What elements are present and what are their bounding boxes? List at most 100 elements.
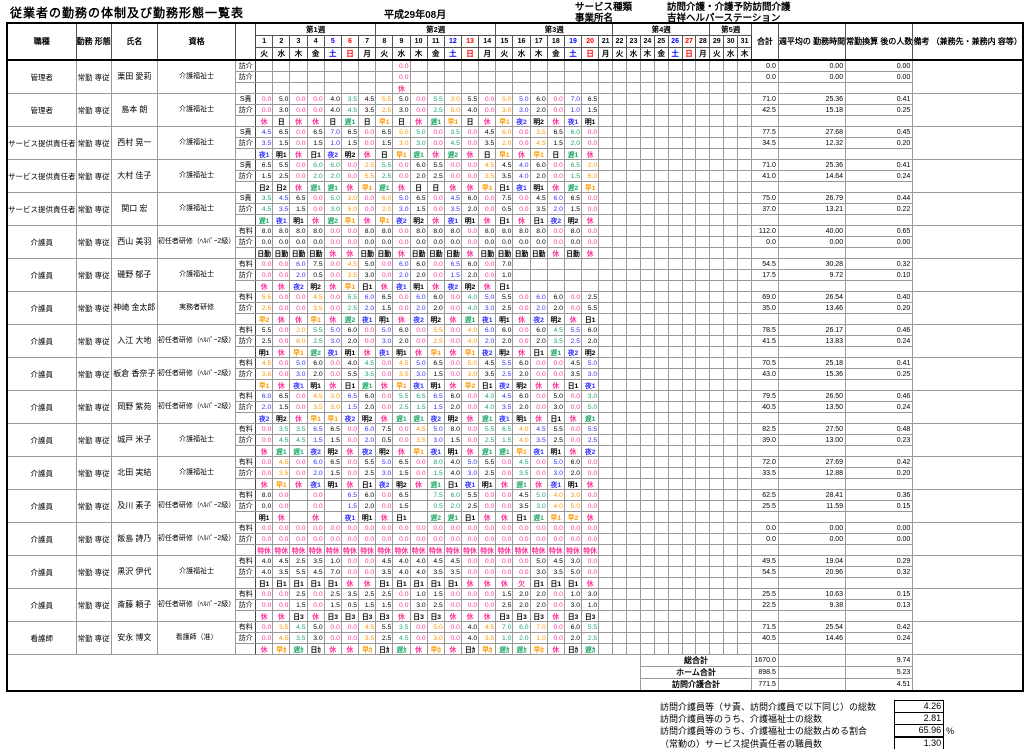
- shift-code-cell: 休: [512, 313, 531, 325]
- hours-cell: 6.5: [340, 489, 360, 501]
- shift-code-cell: [598, 82, 614, 94]
- employment-type-cell: 常勤 専従: [75, 588, 112, 622]
- remarks-cell: [912, 357, 1024, 391]
- weekly-avg-cell: 0.00: [777, 236, 847, 248]
- hours-cell: 8.0: [358, 225, 377, 237]
- hours-cell: [626, 192, 641, 204]
- shift-code-cell: 遅ｶ: [495, 643, 514, 655]
- hours-cell: 3.5: [255, 368, 274, 380]
- shift-code-cell: 日1: [443, 577, 462, 589]
- shift-code-cell: 休: [272, 280, 291, 292]
- hours-cell: [460, 59, 480, 72]
- shift-code-cell: 休: [392, 313, 411, 325]
- shift-code-cell: 日: [272, 115, 291, 127]
- staff-name-cell: 板倉 香奈子: [110, 357, 158, 391]
- shift-code-cell: [695, 643, 711, 655]
- shift-code-cell: 休: [306, 511, 325, 523]
- shift-code-cell: [737, 181, 753, 193]
- hours-cell: 3.5: [272, 566, 291, 578]
- shift-code-cell: 日勤: [563, 247, 583, 259]
- shift-code-cell: [695, 478, 711, 490]
- hours-cell: 0.0: [323, 533, 342, 545]
- staff-name-cell: 城戸 米子: [110, 423, 158, 457]
- shift-code-cell: 休: [289, 181, 308, 193]
- hours-cell: 0.0: [460, 588, 480, 600]
- fte-cell: 0.00: [845, 59, 914, 72]
- staff-name-cell: 及川 素子: [110, 489, 158, 523]
- staff-name-cell: 安永 博文: [110, 621, 158, 655]
- shift-code-cell: 日: [546, 148, 565, 160]
- hours-cell: [709, 170, 725, 182]
- hours-cell: 6.0: [563, 621, 583, 633]
- shift-type-label: 有料: [235, 324, 257, 336]
- hours-cell: 4.0: [460, 302, 480, 314]
- shift-code-cell: 休: [272, 346, 291, 358]
- hours-cell: [612, 93, 627, 105]
- hours-cell: 6.0: [255, 390, 274, 402]
- shift-type-label: 有料: [235, 456, 257, 468]
- hours-cell: 7.5: [306, 258, 325, 270]
- fte-cell: 0.32: [845, 566, 914, 578]
- shift-code-cell: [598, 478, 614, 490]
- shift-code-cell: [653, 412, 669, 424]
- shift-code-cell: 休: [478, 610, 497, 622]
- hours-cell: 5.5: [495, 291, 514, 303]
- shift-code-cell: [737, 610, 753, 622]
- hours-cell: 0.0: [340, 159, 360, 171]
- hours-cell: 1.5: [375, 599, 394, 611]
- shift-code-cell: [612, 148, 627, 160]
- hours-cell: [639, 401, 655, 413]
- hours-cell: [667, 423, 683, 435]
- hours-cell: 2.0: [409, 302, 428, 314]
- shift-type-label: 訪介: [235, 104, 257, 116]
- hours-cell: 5.0: [546, 390, 565, 402]
- hours-cell: [653, 522, 669, 534]
- summary-total: 898.5: [751, 666, 779, 679]
- employment-type-cell: 常勤 専従: [75, 126, 112, 160]
- hours-cell: 4.5: [306, 291, 325, 303]
- hours-cell: [639, 324, 655, 336]
- fte-cell: 0.15: [845, 588, 914, 600]
- hours-cell: 0.5: [340, 599, 360, 611]
- hours-cell: 5.5: [426, 324, 445, 336]
- hours-cell: 2.5: [581, 632, 600, 644]
- weekly-avg-cell: 20.96: [777, 566, 847, 578]
- shift-type-label: [235, 214, 257, 226]
- shift-code-cell: [598, 511, 614, 523]
- weekly-avg-cell: 13.50: [777, 401, 847, 413]
- shift-code-cell: 早2: [460, 379, 480, 391]
- weekly-avg-cell: 15.36: [777, 368, 847, 380]
- total-hours-cell: 54.5: [751, 566, 779, 578]
- shift-code-cell: 休: [358, 148, 377, 160]
- day-of-week: 金: [306, 47, 325, 61]
- hours-cell: [272, 71, 291, 83]
- shift-code-cell: [737, 478, 753, 490]
- shift-code-cell: 遅1: [426, 115, 445, 127]
- hours-cell: 3.5: [495, 401, 514, 413]
- shift-code-cell: 休: [409, 346, 428, 358]
- fte-cell: 0.42: [845, 456, 914, 468]
- shift-type-label: 訪介: [235, 302, 257, 314]
- shift-code-cell: 休: [460, 247, 480, 259]
- hours-cell: [598, 390, 614, 402]
- qualification-cell: 初任者研修（ﾍﾙﾊﾟｰ2級）: [156, 225, 237, 259]
- col-header-weekly-avg: 週平均の 勤務時間: [777, 22, 847, 61]
- shift-code-cell: 明2: [272, 412, 291, 424]
- day-of-week: 火: [709, 47, 725, 61]
- shift-code-cell: [639, 412, 655, 424]
- hours-cell: 0.0: [340, 467, 360, 479]
- day-number: 11: [426, 35, 445, 48]
- shift-code-cell: 日勤: [358, 247, 377, 259]
- shift-code-cell: 明1: [289, 214, 308, 226]
- shift-code-cell: 明1: [392, 346, 411, 358]
- hours-cell: 3.0: [581, 368, 600, 380]
- hours-cell: [546, 258, 565, 270]
- hours-cell: 0.0: [392, 522, 411, 534]
- hours-cell: [639, 456, 655, 468]
- hours-cell: 6.5: [443, 258, 462, 270]
- hours-cell: 0.0: [495, 489, 514, 501]
- hours-cell: 2.0: [392, 269, 411, 281]
- shift-code-cell: [598, 247, 614, 259]
- shift-code-cell: [255, 82, 274, 94]
- shift-code-cell: 休: [581, 478, 600, 490]
